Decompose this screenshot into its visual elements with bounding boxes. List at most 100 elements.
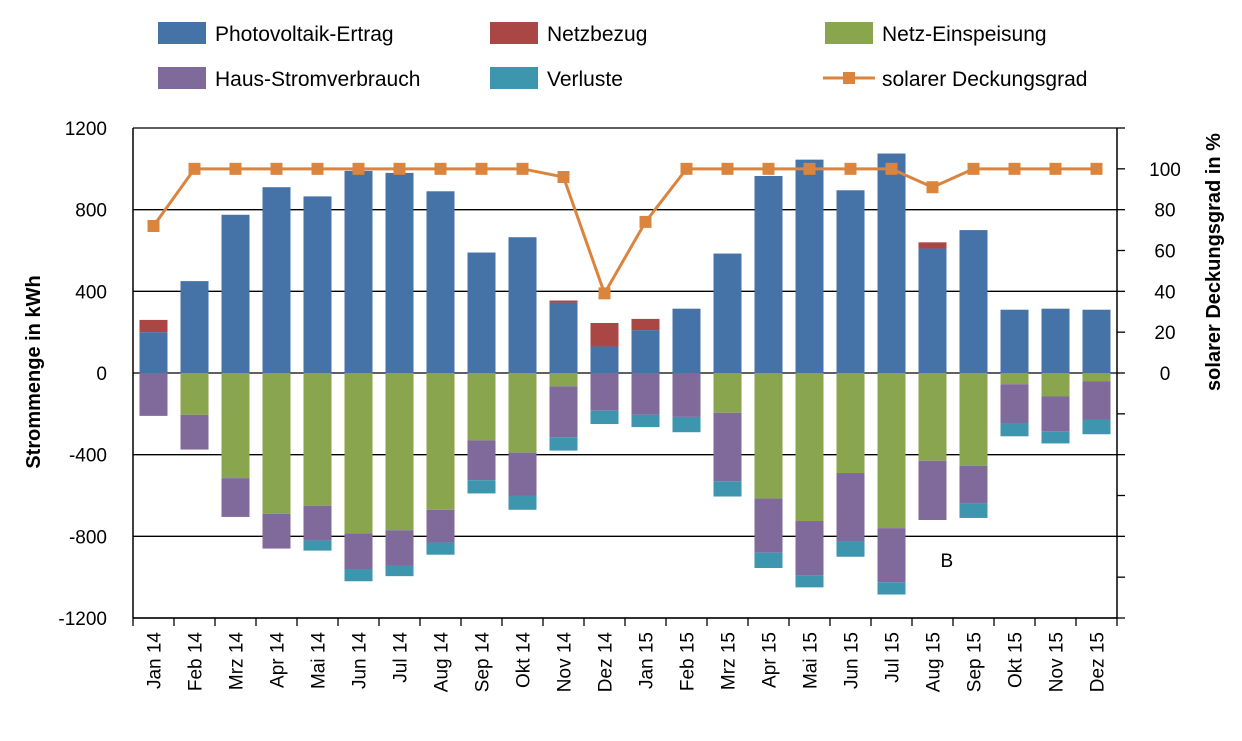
y2-tick-label: 60 [1154, 242, 1175, 263]
legend-swatch [490, 22, 538, 44]
bar-segment [426, 373, 455, 510]
x-tick-label: Jan 14 [145, 632, 166, 689]
bar-segment [1041, 373, 1070, 397]
x-tick-label: Jul 14 [391, 632, 412, 683]
legend-swatch [158, 67, 206, 89]
line-marker [188, 162, 201, 175]
line-marker [803, 162, 816, 175]
line-marker [967, 162, 980, 175]
bar-segment [344, 569, 373, 582]
y2-tick-label: 20 [1154, 323, 1175, 344]
line-marker [270, 162, 283, 175]
bar-segment [549, 302, 578, 373]
bar-segment [303, 373, 332, 506]
line-marker [844, 162, 857, 175]
line-series [147, 162, 1103, 300]
bar-segment [959, 373, 988, 466]
line-marker [721, 162, 734, 175]
y-tick-label: -800 [69, 527, 107, 548]
bar-segment [877, 528, 906, 583]
bar-segment [1041, 396, 1070, 432]
y2-tick-label: 0 [1160, 364, 1171, 385]
annotation-label: B [941, 551, 954, 572]
legend: Photovoltaik-Ertrag Netzbezug Netz-Einspei… [158, 22, 1087, 91]
line-marker [557, 171, 570, 183]
bar-segment [467, 480, 496, 494]
bar-segment [467, 252, 496, 373]
bar-segment [344, 373, 373, 534]
x-tick-label: Apr 15 [760, 632, 781, 688]
bar-segment [385, 565, 414, 577]
bar-segment [672, 373, 701, 417]
bar-segment [754, 552, 783, 568]
bar-segment [631, 373, 660, 415]
bar-segment [1082, 381, 1111, 420]
x-tick-label: Jun 14 [350, 632, 371, 689]
line-marker [680, 162, 693, 175]
bar-segment [1082, 309, 1111, 373]
bar-segment [1082, 419, 1111, 435]
bar-segment [631, 414, 660, 428]
bar-segment [959, 230, 988, 373]
line-marker [352, 162, 365, 175]
line-marker [311, 162, 324, 175]
y-tick-label: 400 [75, 282, 107, 303]
bar-segment [836, 541, 865, 557]
line-marker [147, 220, 160, 232]
x-tick-label: Okt 15 [1006, 632, 1027, 688]
bar-segment [508, 452, 537, 496]
bar-segment [1000, 423, 1029, 437]
x-tick-label: Apr 14 [268, 632, 289, 688]
bar-segment [713, 373, 742, 413]
bar-segment [795, 373, 824, 522]
legend-item: Verluste [490, 67, 623, 91]
bar-segment [221, 214, 250, 373]
bar-segment [959, 503, 988, 518]
line-marker [639, 215, 652, 228]
line-marker [762, 162, 775, 175]
y2-tick-label: 80 [1154, 201, 1175, 222]
gridlines [133, 127, 1117, 619]
bar-segment [836, 473, 865, 542]
bar-segment [221, 478, 250, 517]
x-tick-label: Feb 15 [678, 632, 699, 691]
line-marker [1008, 162, 1021, 175]
x-tick-label: Sep 15 [965, 632, 986, 692]
bar-segment [549, 300, 578, 303]
legend-label: Haus-Stromverbrauch [215, 68, 420, 91]
bar-segment [508, 495, 537, 510]
bar-segment [426, 509, 455, 543]
bar-segment [590, 322, 619, 347]
bar-segment [139, 373, 168, 416]
line-marker [926, 181, 939, 194]
y-tick-label: -1200 [58, 609, 107, 630]
bar-segment [1041, 431, 1070, 444]
bar-segment [508, 373, 537, 453]
y-tick-label: 800 [75, 201, 107, 222]
bar-segment [795, 159, 824, 373]
x-tick-label: Sep 14 [473, 632, 494, 693]
axes [132, 127, 1125, 626]
bar-segment [1082, 373, 1111, 382]
x-tick-label: Dez 14 [596, 632, 617, 693]
bar-segment [754, 373, 783, 499]
legend-label: Photovoltaik-Ertrag [215, 23, 394, 46]
x-tick-label: Jul 15 [883, 632, 904, 683]
legend-label: Netzbezug [547, 23, 647, 46]
legend-item: Photovoltaik-Ertrag [158, 22, 394, 46]
bar-segment [1041, 308, 1070, 373]
bar-segment [795, 521, 824, 576]
bar-segment [836, 373, 865, 474]
bar-segment [139, 319, 168, 333]
bar-segment [303, 196, 332, 373]
line-marker [885, 162, 898, 175]
line-marker [393, 162, 406, 175]
bar-segment [221, 373, 250, 479]
bar-segment [959, 465, 988, 504]
bars [139, 153, 1111, 595]
bar-segment [918, 460, 947, 520]
bar-segment [795, 575, 824, 588]
bar-segment [672, 308, 701, 373]
bar-segment [918, 242, 947, 249]
